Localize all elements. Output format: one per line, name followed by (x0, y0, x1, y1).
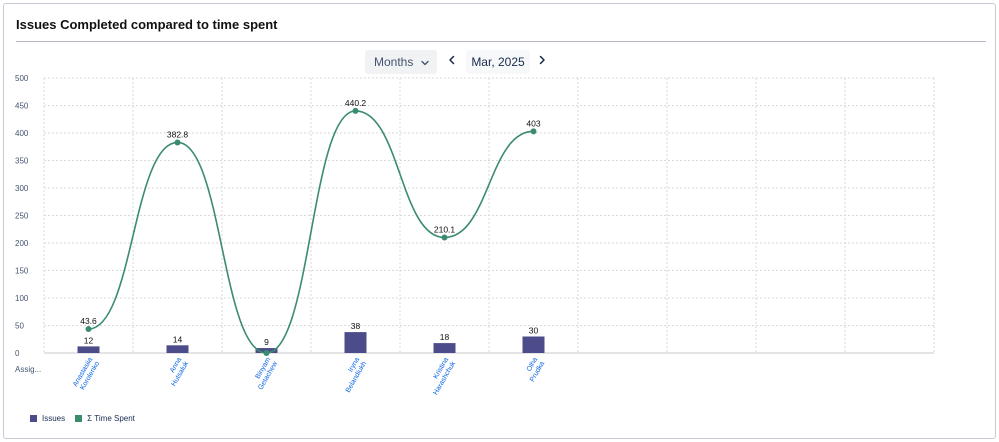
time-spent-point (441, 234, 448, 241)
time-spent-point (263, 350, 270, 356)
chevron-right-icon (537, 53, 547, 71)
y-tick-label: 50 (15, 322, 24, 331)
bar-value-label: 9 (264, 337, 269, 347)
time-spent-point (85, 326, 92, 333)
bar-issues (344, 332, 367, 353)
legend-label-issues: Issues (42, 414, 66, 423)
time-spent-value-label: 440.2 (345, 98, 367, 108)
time-spent-value-label: 382.8 (167, 129, 189, 139)
y-tick-label: 150 (15, 267, 29, 276)
next-period-button[interactable] (532, 50, 552, 74)
y-tick-label: 250 (15, 212, 29, 221)
legend-swatch-time-spent (75, 415, 83, 422)
y-tick-label: 450 (15, 102, 29, 111)
legend-label-time-spent: Σ Time Spent (87, 414, 135, 423)
bar-value-label: 12 (84, 335, 94, 345)
bar-value-label: 18 (440, 332, 450, 342)
bar-issues (77, 346, 100, 353)
panel-title: Issues Completed compared to time spent (16, 17, 278, 32)
legend-item-time-spent[interactable]: Σ Time Spent (75, 414, 135, 423)
time-spent-point (530, 128, 537, 135)
y-tick-label: 400 (15, 129, 29, 138)
y-tick-label: 350 (15, 157, 29, 166)
x-axis-label: Assig... (15, 365, 41, 374)
y-tick-label: 100 (15, 294, 29, 303)
bar-value-label: 14 (173, 334, 183, 344)
chart-panel: Issues Completed compared to time spent … (3, 3, 996, 439)
chart-legend: Issues Σ Time Spent (30, 414, 135, 423)
time-spent-point (352, 107, 359, 114)
chart-controls: Months Mar, 2025 (4, 49, 997, 75)
time-spent-value-label: 210.1 (434, 224, 456, 234)
bar-issues (522, 336, 545, 353)
bar-issues (166, 345, 189, 353)
time-spent-value-label: 43.6 (80, 316, 97, 326)
current-period: Mar, 2025 (466, 50, 530, 74)
prev-period-button[interactable] (442, 50, 462, 74)
title-divider (16, 41, 986, 42)
y-tick-label: 500 (15, 74, 29, 83)
bar-value-label: 38 (351, 321, 361, 331)
chevron-down-icon (420, 57, 430, 67)
y-tick-label: 0 (15, 349, 20, 358)
time-spent-value-label: 403 (526, 118, 540, 128)
legend-item-issues[interactable]: Issues (30, 414, 65, 423)
y-tick-label: 300 (15, 184, 29, 193)
legend-swatch-issues (30, 415, 37, 422)
period-dropdown[interactable]: Months (365, 50, 437, 74)
time-spent-point (174, 139, 181, 146)
bar-issues (433, 343, 456, 353)
chevron-left-icon (447, 53, 457, 71)
bar-value-label: 30 (529, 326, 539, 336)
y-tick-label: 200 (15, 239, 29, 248)
period-dropdown-label: Months (374, 55, 414, 69)
